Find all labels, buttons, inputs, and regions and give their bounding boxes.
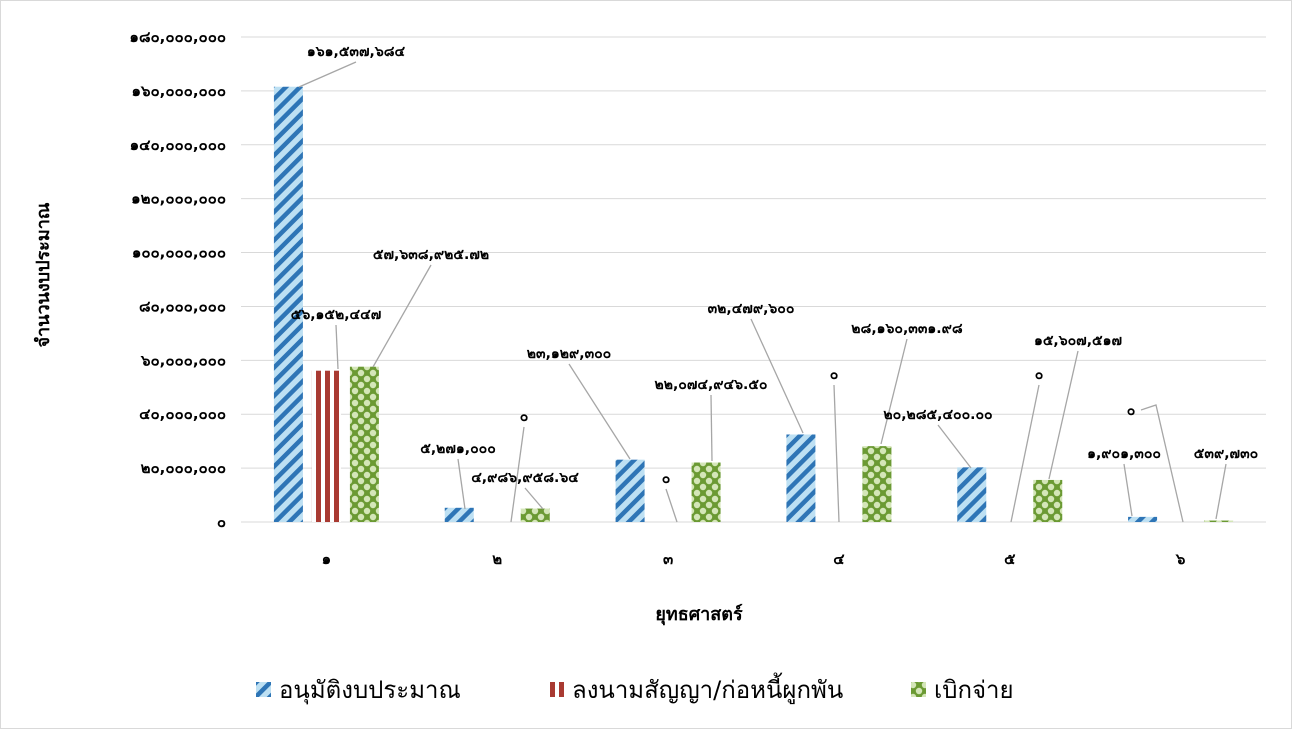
x-tick-label: ๔ [833, 550, 845, 568]
leader-line [1215, 463, 1227, 520]
data-label: ๔,๙๘๖,๙๕๘.๖๔ [471, 470, 579, 486]
y-axis-title: จำนวนงบประมาณ [33, 202, 54, 347]
data-label: ๒๐,๒๘๕,๔๐๐.๐๐ [883, 407, 992, 423]
data-label: ๕,๒๗๑,๐๐๐ [420, 441, 496, 457]
data-label: ๕๖,๑๕๒,๔๔๗ [291, 307, 382, 323]
y-tick-label: ๑๖๐,๐๐๐,๐๐๐ [131, 82, 226, 100]
gridlines [241, 36, 1266, 523]
legend-swatch-contract [549, 682, 564, 697]
legend-label-approved: อนุมัติงบประมาณ [279, 676, 461, 705]
x-tick-label: ๒ [492, 550, 502, 568]
x-axis-ticks: ๑ ๒ ๓ ๔ ๕ ๖ [322, 550, 1186, 568]
data-label: ๐ [520, 409, 529, 425]
data-label: ๒๓,๑๒๙,๓๐๐ [527, 346, 611, 362]
bar-approved [444, 507, 474, 522]
data-label: ๓๒,๔๗๙,๖๐๐ [708, 301, 795, 317]
x-tick-label: ๕ [1004, 550, 1016, 568]
bar-approved [786, 434, 816, 522]
bar-contract [311, 370, 341, 522]
bar-approved [273, 86, 303, 523]
data-label: ๑๖๑,๕๓๗,๖๘๔ [307, 44, 406, 60]
leader-line [937, 424, 972, 469]
leader-line [1123, 463, 1133, 517]
data-label: ๕๓๙,๗๓๐ [1194, 446, 1258, 462]
leader-line [665, 488, 678, 523]
data-label: ๒๘,๑๖๐,๓๓๑.๙๘ [851, 321, 963, 337]
leader-line [568, 363, 631, 460]
data-label: ๐ [1035, 367, 1044, 383]
bar-approved [615, 459, 645, 522]
leader-line [1048, 350, 1079, 480]
y-tick-label: ๑๒๐,๐๐๐,๐๐๐ [131, 190, 226, 208]
bar-approved [1128, 516, 1158, 522]
y-tick-label: ๑๐๐,๐๐๐,๐๐๐ [132, 244, 226, 262]
y-axis-ticks: ๐ ๒๐,๐๐๐,๐๐๐ ๔๐,๐๐๐,๐๐๐ ๖๐,๐๐๐,๐๐๐ ๘๐,๐๐๐,๐๐… [129, 28, 226, 531]
leader-line [372, 264, 432, 368]
leader-line [298, 61, 357, 88]
leader-line [833, 384, 840, 523]
legend-swatch-disbursed [911, 682, 926, 697]
leader-line [750, 318, 804, 434]
leader-line [335, 324, 339, 370]
data-label: ๐ [830, 367, 839, 383]
leader-line [510, 426, 525, 523]
y-tick-label: ๐ [217, 513, 226, 531]
data-label: ๐ [1127, 403, 1136, 419]
data-label: ๐ [662, 471, 671, 487]
leader-line [710, 394, 713, 462]
leader-line [880, 338, 908, 445]
x-axis-title: ยุทธศาสตร์ [655, 603, 743, 626]
bar-disbursed [1033, 479, 1063, 522]
leader-line [524, 487, 544, 510]
y-tick-label: ๑๔๐,๐๐๐,๐๐๐ [130, 136, 226, 154]
y-tick-label: ๖๐,๐๐๐,๐๐๐ [140, 351, 226, 369]
legend-label-disbursed: เบิกจ่าย [934, 676, 1014, 704]
leader-line [457, 458, 466, 510]
x-tick-label: ๑ [322, 550, 332, 568]
legend: อนุมัติงบประมาณ ลงนามสัญญา/ก่อหนี้ผูกพัน… [256, 672, 1014, 705]
data-label: ๒๒,๐๗๔,๙๔๖.๕๐ [655, 377, 768, 393]
bar-disbursed [520, 508, 550, 522]
data-label: ๑๕,๖๐๗,๕๑๗ [1034, 333, 1122, 349]
y-tick-label: ๘๐,๐๐๐,๐๐๐ [139, 297, 226, 315]
legend-label-contract: ลงนามสัญญา/ก่อหนี้ผูกพัน [572, 672, 843, 705]
bar-approved [957, 467, 987, 522]
bar-disbursed [862, 446, 892, 522]
bar-disbursed [349, 366, 379, 522]
x-tick-label: ๓ [663, 550, 673, 568]
leader-lines [298, 61, 1227, 523]
bar-disbursed [691, 462, 721, 522]
y-tick-label: ๑๘๐,๐๐๐,๐๐๐ [129, 28, 226, 46]
bar-disbursed [1204, 520, 1234, 522]
data-label: ๕๗,๖๓๘,๙๒๕.๗๒ [373, 247, 489, 263]
leader-line [1010, 384, 1040, 523]
x-tick-label: ๖ [1175, 550, 1186, 568]
leader-line [1140, 404, 1184, 523]
bars [273, 86, 1234, 523]
legend-swatch-approved [256, 682, 271, 697]
y-tick-label: ๔๐,๐๐๐,๐๐๐ [139, 405, 226, 423]
y-tick-label: ๒๐,๐๐๐,๐๐๐ [141, 459, 226, 477]
data-label: ๑,๙๐๑,๓๐๐ [1087, 446, 1161, 462]
